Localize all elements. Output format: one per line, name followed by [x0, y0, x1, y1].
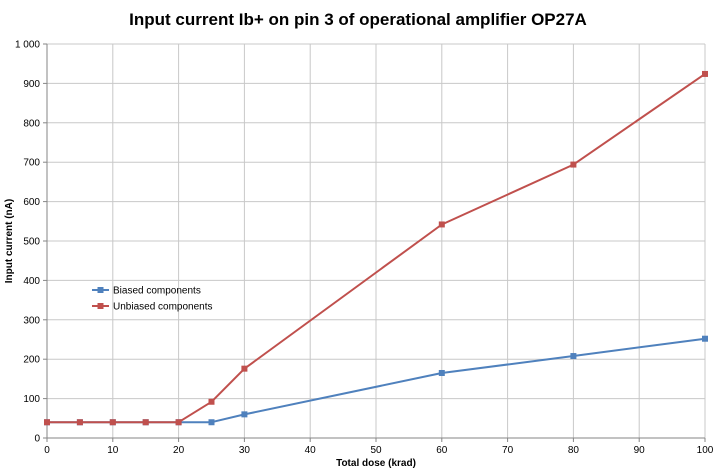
data-point [241, 411, 248, 418]
x-axis-title: Total dose (krad) [336, 458, 416, 469]
grid-lines [47, 43, 706, 438]
x-tick-label: 90 [634, 445, 646, 456]
y-axis-title: Input current (nA) [4, 199, 15, 283]
series-2 [44, 70, 708, 426]
legend-item: Unbiased components [92, 302, 213, 313]
x-tick-label: 80 [568, 445, 580, 456]
y-axis-ticks: 0 100 200 300 400 500 600 700 800 900 1 000 [15, 40, 47, 445]
data-point [109, 419, 116, 426]
x-tick-label: 60 [436, 445, 448, 456]
data-point [570, 353, 577, 360]
data-point [76, 419, 83, 426]
x-tick-label: 30 [239, 445, 251, 456]
data-point [208, 419, 215, 426]
data-point [438, 369, 445, 376]
y-tick-label: 700 [23, 158, 40, 169]
x-tick-label: 40 [305, 445, 317, 456]
series [44, 70, 708, 426]
y-tick-label: 900 [23, 79, 40, 90]
data-point [570, 161, 577, 168]
data-point [702, 335, 708, 342]
x-tick-label: 10 [107, 445, 119, 456]
legend: Biased components Unbiased components [92, 286, 213, 313]
x-tick-label: 0 [44, 445, 50, 456]
x-tick-label: 20 [173, 445, 185, 456]
legend-swatch-marker [97, 303, 104, 309]
chart-title: Input current Ib+ on pin 3 of operationa… [129, 10, 587, 29]
y-tick-label: 300 [23, 315, 40, 326]
y-tick-label: 800 [23, 118, 40, 129]
data-point [241, 365, 248, 372]
data-point [142, 419, 149, 426]
y-tick-label: 0 [34, 434, 40, 445]
y-tick-label: 500 [23, 237, 40, 248]
legend-item: Biased components [92, 286, 201, 297]
y-tick-label: 200 [23, 355, 40, 366]
y-tick-label: 600 [23, 197, 40, 208]
y-tick-label: 1 000 [15, 40, 40, 51]
x-axis-ticks: 0 10 20 30 40 50 60 70 80 90 100 [44, 438, 714, 456]
data-point [175, 419, 182, 426]
x-tick-label: 100 [697, 445, 714, 456]
legend-swatch-marker [97, 287, 104, 293]
data-point [44, 419, 50, 426]
series-line [47, 73, 706, 424]
y-tick-label: 100 [23, 394, 40, 405]
data-point [438, 221, 445, 228]
data-point [702, 70, 708, 77]
x-tick-label: 70 [502, 445, 514, 456]
y-tick-label: 400 [23, 276, 40, 287]
x-tick-label: 50 [370, 445, 382, 456]
legend-label: Biased components [113, 286, 201, 297]
legend-label: Unbiased components [113, 302, 213, 313]
data-point [208, 398, 215, 405]
